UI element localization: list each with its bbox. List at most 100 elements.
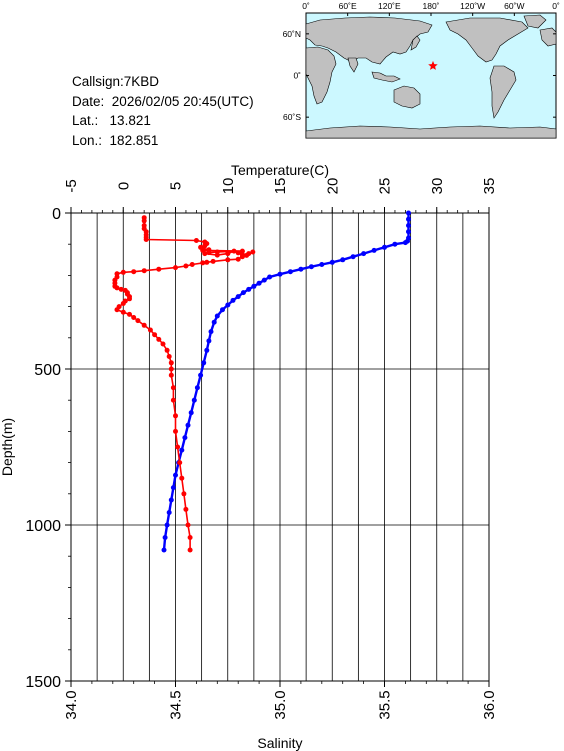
lat-label: Lat.:: [72, 113, 99, 128]
series-point: [118, 286, 124, 292]
series-point: [141, 218, 147, 224]
africa-land: [305, 46, 337, 105]
series-point: [200, 260, 206, 266]
series-point: [168, 366, 174, 372]
series-point: [181, 491, 187, 497]
temperature-tick-label: 35: [481, 178, 498, 195]
series-point: [161, 547, 167, 553]
series-point: [206, 338, 212, 344]
series-point: [168, 497, 174, 503]
series-point: [166, 510, 172, 515]
temperature-axis: -5 0 5 10 15 20 25 30 35: [63, 178, 498, 213]
series-point: [406, 229, 411, 235]
series-point: [170, 385, 176, 391]
map-lat-ticks: 60˚N 0˚ 60˚S: [283, 29, 556, 122]
japan-land: [410, 35, 421, 51]
series-point: [131, 269, 137, 275]
date-row: Date: 2026/02/05 20:45(UTC): [72, 92, 254, 112]
depth-tick-label: 500: [34, 362, 61, 379]
south-america-land: [489, 65, 517, 119]
lon-label: Lon.:: [72, 132, 103, 148]
series-1: [112, 215, 256, 553]
eurasia-land: [305, 16, 433, 65]
lat-value: 13.821: [109, 113, 151, 128]
depth-tick-label: 1500: [25, 674, 61, 691]
callsign-label: Callsign:: [72, 74, 124, 89]
map-lon-tick-label: 120˚W: [460, 1, 485, 11]
lon-row: Lon.: 182.851: [72, 131, 254, 151]
series-point: [235, 294, 241, 300]
series-point: [277, 271, 283, 277]
series-point: [135, 318, 141, 324]
series-point: [182, 435, 188, 441]
series-point: [210, 258, 216, 264]
series-point: [225, 302, 231, 308]
series-point: [177, 460, 183, 466]
series-point: [120, 301, 126, 306]
antarctica-land: [305, 125, 557, 139]
series-point: [319, 262, 325, 267]
series-point: [256, 280, 262, 286]
series-point: [114, 307, 120, 313]
series-point: [185, 422, 191, 428]
series-point: [120, 269, 126, 275]
series-point: [170, 485, 176, 491]
series-point: [193, 238, 199, 243]
station-info: Callsign:7KBD Date: 2026/02/05 20:45(UTC…: [72, 72, 254, 150]
north-america-land: [445, 17, 529, 63]
station-marker-icon: [428, 60, 438, 70]
indonesia-land: [371, 71, 401, 83]
series-point: [162, 535, 168, 540]
date-value: 2026/02/05 20:45(UTC): [111, 93, 254, 109]
map-lat-tick-label: 60˚N: [283, 29, 301, 39]
map-lat-tick-label: 0˚: [293, 71, 301, 81]
series-point: [220, 307, 225, 313]
map-lon-tick-label: 60˚E: [339, 1, 357, 11]
salinity-axis-title: Salinity: [257, 735, 302, 751]
series-point: [202, 251, 208, 257]
temperature-tick-label: 25: [377, 178, 394, 195]
series-point: [406, 223, 411, 228]
series-point: [160, 341, 166, 347]
lon-value: 182.851: [109, 132, 159, 148]
series-point: [329, 259, 335, 265]
series-point: [173, 265, 178, 271]
series-point: [120, 309, 126, 315]
series-point: [402, 240, 408, 246]
greenland-land: [523, 14, 547, 29]
series-point: [235, 250, 241, 256]
series-point: [204, 259, 210, 265]
depth-axis: 0 500 1000 1500: [25, 206, 71, 691]
depth-tick-label: 0: [52, 206, 61, 223]
series-point: [173, 413, 178, 419]
salinity-tick-label: 35.0: [272, 690, 289, 719]
map-lon-tick-label: 180˚: [422, 1, 439, 11]
temperature-tick-label: 5: [168, 182, 185, 190]
depth-axis-title: Depth(m): [0, 418, 15, 476]
series-point: [287, 269, 293, 275]
series-point: [194, 385, 200, 391]
series-point: [127, 296, 132, 302]
series-point: [340, 257, 346, 263]
series-point: [214, 252, 220, 258]
map-lon-tick-label: 0˚: [302, 1, 310, 11]
series-point: [152, 332, 158, 338]
series-point: [350, 254, 356, 260]
series-point: [406, 210, 411, 216]
series-point: [141, 322, 147, 328]
series-point: [230, 297, 236, 303]
date-label: Date:: [72, 93, 105, 109]
series-point: [235, 256, 241, 262]
series-line: [114, 217, 254, 550]
series-point: [164, 522, 170, 528]
series-point: [214, 313, 220, 319]
series-point: [382, 244, 387, 250]
salinity-axis: 34.0 34.5 35.0 35.5 36.0: [63, 681, 498, 720]
series-point: [250, 249, 256, 255]
series-point: [267, 274, 273, 280]
series-point: [361, 251, 367, 257]
salinity-tick-label: 36.0: [481, 690, 498, 719]
series-point: [187, 547, 193, 553]
